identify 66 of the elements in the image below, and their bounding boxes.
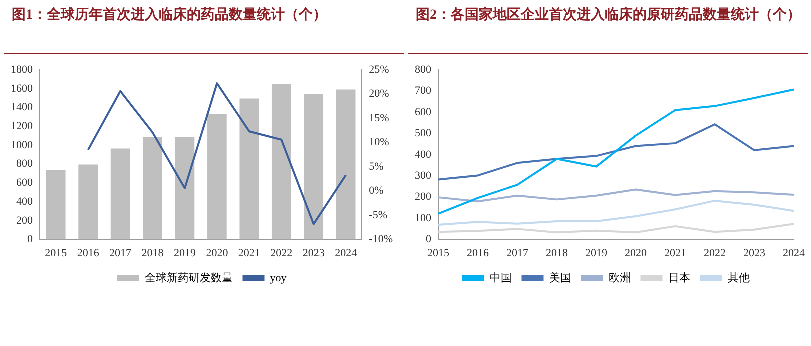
legend-label: 全球新药研发数量 xyxy=(144,271,233,284)
y2-tick-label: 15% xyxy=(369,112,390,124)
chart-title: 图1：全球历年首次进入临床的药品数量统计（个） xyxy=(4,4,404,54)
bar xyxy=(78,164,98,240)
x-tick-label: 2017 xyxy=(110,247,132,260)
x-tick-label: 2019 xyxy=(586,247,608,260)
legend-label: 日本 xyxy=(668,271,690,284)
y-tick-label: 300 xyxy=(415,170,432,182)
y-tick-label: 1800 xyxy=(11,64,34,76)
y-tick-label: 1000 xyxy=(11,139,34,152)
x-tick-label: 2022 xyxy=(704,247,726,260)
x-tick-label: 2021 xyxy=(238,247,260,260)
y-tick-label: 400 xyxy=(16,196,34,208)
y-tick-label: 800 xyxy=(415,64,432,76)
x-tick-label: 2015 xyxy=(428,247,450,260)
y2-tick-label: 25% xyxy=(369,64,390,76)
y-tick-label: 800 xyxy=(16,158,34,170)
y2-tick-label: 10% xyxy=(369,136,390,149)
y-tick-label: 0 xyxy=(426,234,432,246)
y-tick-label: 0 xyxy=(28,234,34,246)
x-tick-label: 2018 xyxy=(142,247,164,260)
bar xyxy=(336,90,356,240)
bar xyxy=(272,84,292,240)
y-tick-label: 1400 xyxy=(11,102,34,114)
chart-title: 图2：各国家地区企业首次进入临床的原研药品数量统计（个） xyxy=(408,4,808,54)
x-tick-label: 2015 xyxy=(45,247,68,260)
y-tick-label: 200 xyxy=(16,214,34,227)
bar xyxy=(175,136,195,240)
y-tick-label: 600 xyxy=(415,106,432,118)
y-tick-label: 1200 xyxy=(11,120,34,132)
bar xyxy=(240,98,260,240)
bar xyxy=(143,137,162,240)
x-tick-label: 2020 xyxy=(625,247,648,260)
x-tick-label: 2016 xyxy=(77,247,100,260)
y-tick-label: 400 xyxy=(415,148,432,161)
legend-label: 中国 xyxy=(490,271,512,284)
y2-tick-label: 20% xyxy=(369,88,390,100)
x-tick-label: 2021 xyxy=(664,247,686,260)
legend-label: 美国 xyxy=(549,271,572,284)
y2-tick-label: 5% xyxy=(369,160,384,173)
x-tick-label: 2023 xyxy=(744,247,766,260)
legend-label: yoy xyxy=(270,272,288,284)
x-tick-label: 2024 xyxy=(783,247,806,260)
y2-tick-label: -10% xyxy=(369,234,393,246)
legend-label: 其他 xyxy=(728,271,750,284)
y-tick-label: 100 xyxy=(415,212,432,224)
y2-tick-label: 0% xyxy=(369,185,384,198)
y-tick-label: 200 xyxy=(415,191,432,204)
bar xyxy=(46,170,66,240)
y2-tick-label: -5% xyxy=(369,209,388,222)
bar xyxy=(304,94,324,240)
y-tick-label: 700 xyxy=(415,85,432,98)
bar xyxy=(208,114,227,240)
x-tick-label: 2022 xyxy=(270,247,293,260)
x-tick-label: 2019 xyxy=(174,247,196,260)
x-tick-label: 2016 xyxy=(467,247,490,260)
x-tick-label: 2020 xyxy=(206,247,229,260)
y-tick-label: 500 xyxy=(415,128,432,140)
legend-label: 欧洲 xyxy=(608,271,631,284)
y-tick-label: 1600 xyxy=(11,82,34,95)
x-tick-label: 2023 xyxy=(302,247,326,260)
x-tick-label: 2017 xyxy=(506,247,529,260)
y-tick-label: 600 xyxy=(16,177,34,190)
x-tick-label: 2018 xyxy=(546,247,568,260)
x-tick-label: 2024 xyxy=(335,247,358,260)
bar xyxy=(110,148,130,240)
